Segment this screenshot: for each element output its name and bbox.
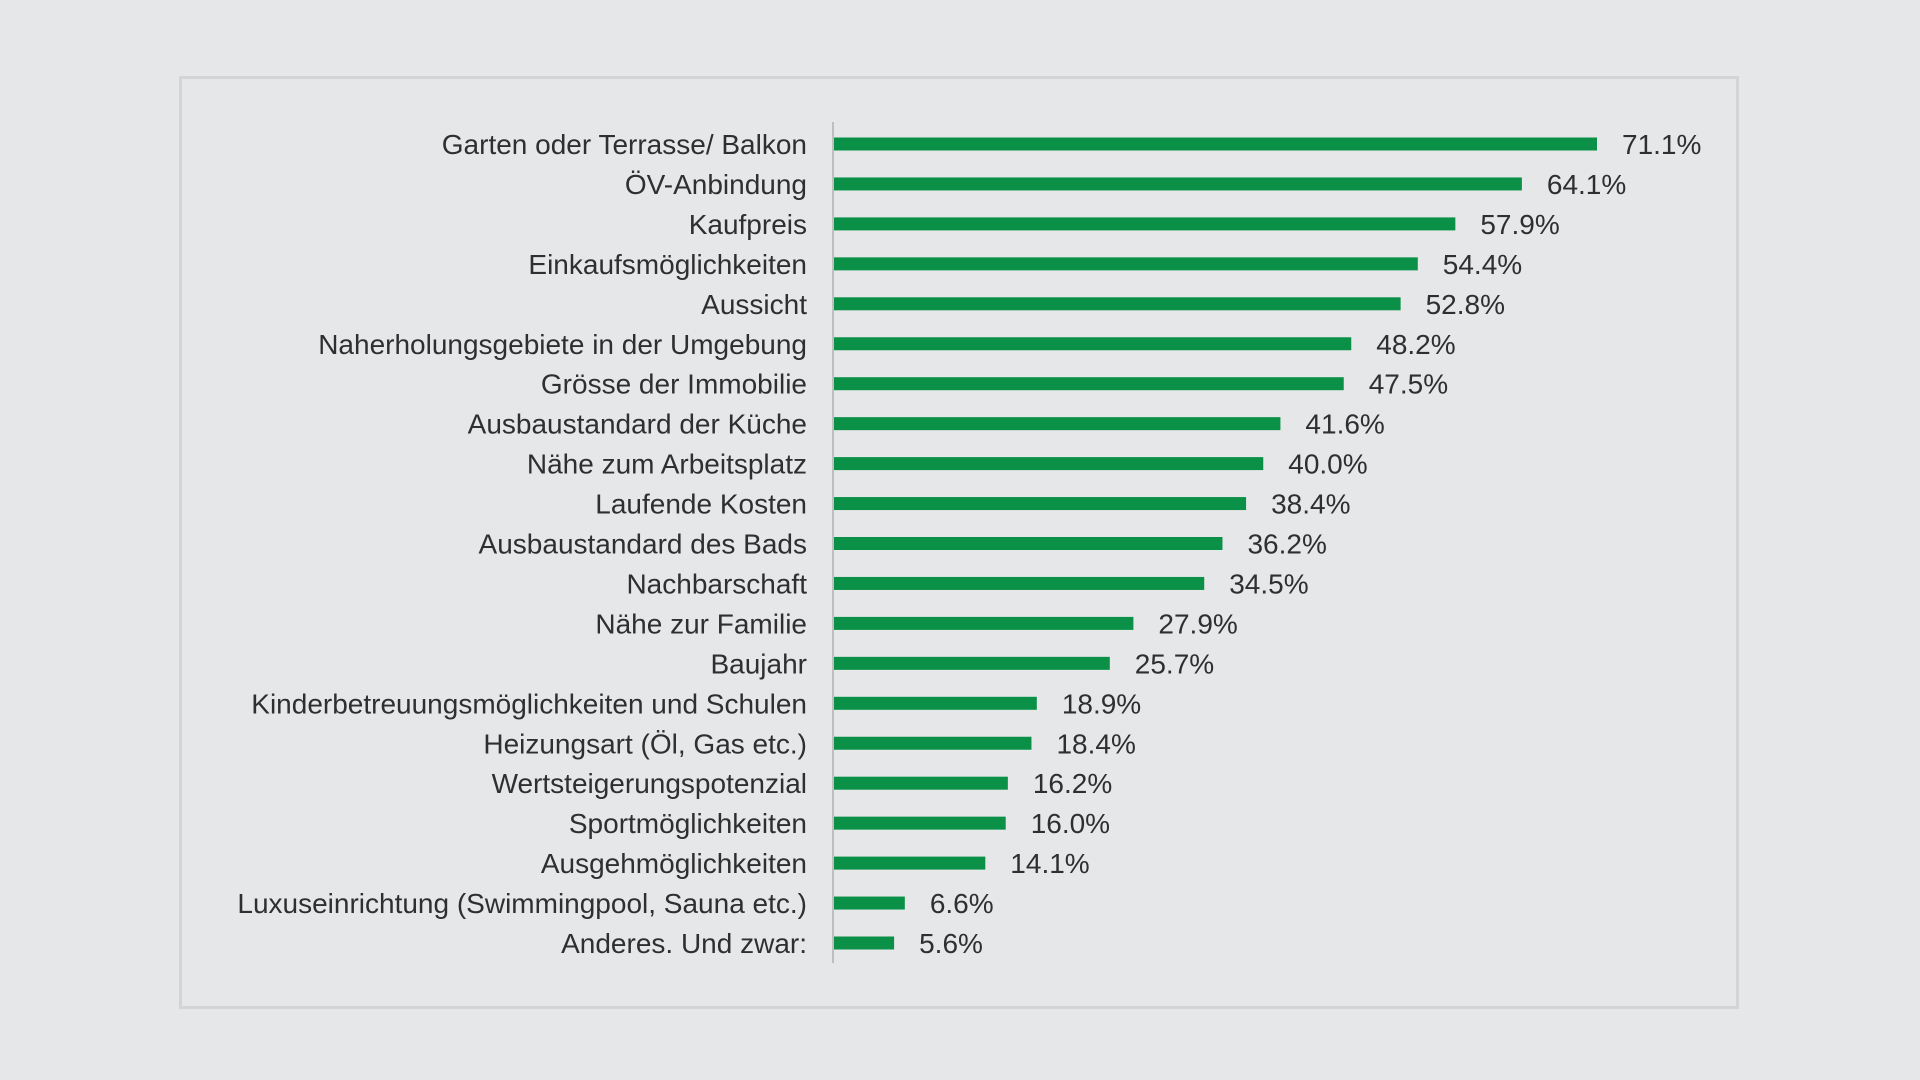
- value-label: 71.1%: [1622, 129, 1701, 160]
- category-label: Kinderbetreuungsmöglichkeiten und Schule…: [251, 688, 807, 719]
- bar: [834, 856, 986, 870]
- bar: [834, 137, 1597, 151]
- bar: [834, 576, 1205, 590]
- bar: [834, 457, 1264, 471]
- category-label: Heizungsart (Öl, Gas etc.): [483, 728, 807, 759]
- bar: [834, 257, 1418, 271]
- category-label: Naherholungsgebiete in der Umgebung: [318, 329, 807, 360]
- category-label: Nachbarschaft: [626, 568, 807, 599]
- bar: [834, 776, 1008, 790]
- bar: [834, 217, 1456, 231]
- category-label: Grösse der Immobilie: [541, 369, 807, 400]
- category-label: Baujahr: [710, 648, 807, 679]
- value-label: 16.2%: [1033, 768, 1112, 799]
- category-label: Kaufpreis: [689, 209, 807, 240]
- bar: [834, 736, 1032, 750]
- value-label: 48.2%: [1376, 329, 1455, 360]
- bars-group: [834, 137, 1597, 950]
- bar: [834, 656, 1110, 670]
- value-label: 5.6%: [919, 928, 983, 959]
- category-label: Nähe zur Familie: [595, 608, 807, 639]
- value-label: 25.7%: [1135, 648, 1214, 679]
- value-label: 54.4%: [1443, 249, 1522, 280]
- category-label: Ausbaustandard der Küche: [468, 409, 807, 440]
- value-label: 18.4%: [1056, 728, 1135, 759]
- category-label: Aussicht: [701, 289, 807, 320]
- value-label: 6.6%: [930, 888, 994, 919]
- value-label: 34.5%: [1229, 568, 1308, 599]
- category-label: Sportmöglichkeiten: [569, 808, 807, 839]
- category-label: Wertsteigerungspotenzial: [492, 768, 807, 799]
- bar: [834, 417, 1281, 431]
- category-label: Luxuseinrichtung (Swimmingpool, Sauna et…: [237, 888, 807, 919]
- category-label: Ausbaustandard des Bads: [479, 529, 807, 560]
- value-label: 40.0%: [1288, 449, 1367, 480]
- category-label: Anderes. Und zwar:: [561, 928, 807, 959]
- value-label: 47.5%: [1369, 369, 1448, 400]
- value-label: 16.0%: [1031, 808, 1110, 839]
- category-label: ÖV-Anbindung: [625, 169, 807, 200]
- value-label: 18.9%: [1062, 688, 1141, 719]
- value-label: 64.1%: [1547, 169, 1626, 200]
- bar: [834, 696, 1037, 710]
- category-label: Garten oder Terrasse/ Balkon: [442, 129, 807, 160]
- value-label: 41.6%: [1305, 409, 1384, 440]
- bar: [834, 616, 1134, 630]
- value-label: 14.1%: [1010, 848, 1089, 879]
- value-labels-group: 71.1% 64.1% 57.9% 54.4% 52.8% 48.2% 47.5% 41.6%…: [919, 129, 1701, 959]
- bar: [834, 936, 895, 950]
- category-label: Laufende Kosten: [595, 489, 807, 520]
- value-label: 57.9%: [1480, 209, 1559, 240]
- bar: [834, 177, 1522, 191]
- category-labels-group: Garten oder Terrasse/ Balkon ÖV-Anbindung…: [237, 129, 807, 959]
- bar: [834, 377, 1344, 391]
- bar: [834, 896, 905, 910]
- bar: [834, 537, 1223, 550]
- value-label: 27.9%: [1158, 608, 1237, 639]
- bar: [834, 816, 1006, 830]
- category-label: Einkaufsmöglichkeiten: [528, 249, 807, 280]
- bar: [834, 497, 1247, 511]
- value-label: 52.8%: [1426, 289, 1505, 320]
- bar: [834, 337, 1352, 351]
- category-label: Nähe zum Arbeitsplatz: [527, 449, 807, 480]
- bar: [834, 297, 1401, 311]
- category-label: Ausgehmöglichkeiten: [541, 848, 807, 879]
- value-label: 38.4%: [1271, 489, 1350, 520]
- value-label: 36.2%: [1247, 529, 1326, 560]
